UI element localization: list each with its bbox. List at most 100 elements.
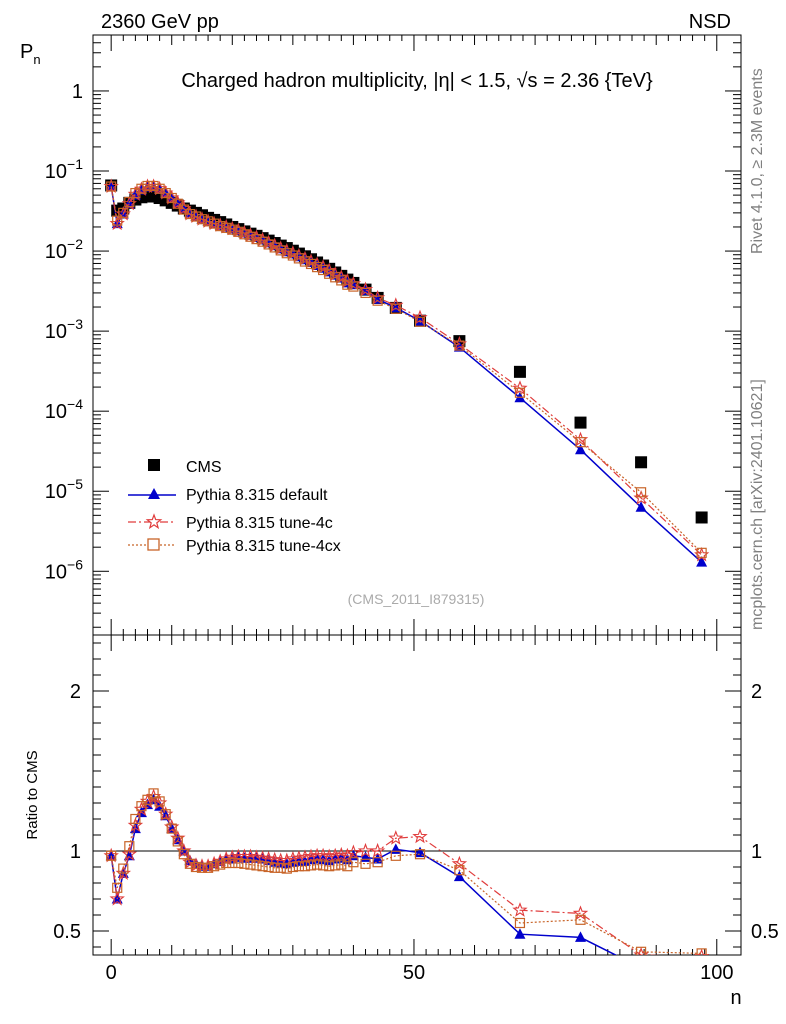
legend: CMS Pythia 8.315 default Pythia 8.315 tu…	[128, 459, 341, 555]
ratio-point-pythia-8-315-tune-4cx	[575, 914, 586, 925]
ratio-y-tick-label: 2	[70, 681, 81, 703]
main-y-tick-label: 1	[72, 81, 83, 103]
main-panel: 10−6 10−5 10−4 10−3 10−2 10−1 1 Pn Charged had…	[20, 34, 742, 636]
ratio-y-axis-label: Ratio to CMS	[24, 750, 41, 839]
ratio-point-pythia-8-315-tune-4cx	[336, 859, 347, 870]
data-point-pythia-8-315-tune-4cx	[166, 192, 177, 204]
main-ticks	[93, 34, 741, 635]
data-point-pythia-8-315-tune-4cx	[318, 264, 329, 276]
data-point-pythia-8-315-tune-4cx	[172, 198, 183, 209]
ratio-point-pythia-8-315-tune-4c	[176, 842, 192, 858]
data-point-cms	[695, 511, 708, 524]
ratio-point-pythia-8-315-tune-4cx	[136, 801, 147, 812]
ratio-point-pythia-8-315-tune-4c	[291, 850, 307, 865]
data-point-pythia-8-315-tune-4cx	[414, 316, 426, 327]
legend-entry-tune-4c: Pythia 8.315 tune-4c	[128, 513, 333, 532]
ratio-point-pythia-8-315-tune-4c	[388, 830, 404, 845]
ratio-plot-frame	[92, 634, 742, 956]
ratio-point-pythia-8-315-default	[514, 928, 526, 939]
data-point-pythia-8-315-tune-4cx	[696, 547, 707, 558]
data-point-pythia-8-315-tune-4c	[388, 297, 404, 312]
legend-label-cms: CMS	[186, 459, 222, 476]
ratio-point-pythia-8-315-tune-4cx	[172, 836, 183, 847]
data-point-pythia-8-315-tune-4cx	[293, 253, 305, 264]
data-point-pythia-8-315-tune-4cx	[227, 224, 238, 235]
ratio-y-tick-label-right: 0.5	[751, 921, 779, 943]
main-y-tick-label: 10−2	[45, 236, 83, 263]
data-point-pythia-8-315-tune-4cx	[118, 207, 129, 218]
series-line-pythia-8-315-default	[110, 186, 703, 563]
data-point-pythia-8-315-tune-4cx	[360, 287, 371, 299]
chart-title: Charged hadron multiplicity, |η| < 1.5, …	[181, 70, 653, 92]
series-pythia-8-315-default	[105, 180, 708, 567]
data-point-pythia-8-315-tune-4cx	[251, 234, 262, 245]
ratio-point-pythia-8-315-tune-4cx	[112, 882, 123, 893]
data-point-pythia-8-315-tune-4cx	[635, 487, 647, 498]
ratio-series-pythia-8-315-tune-4c	[103, 788, 710, 955]
ratio-point-pythia-8-315-tune-4cx	[148, 788, 159, 799]
main-series	[103, 178, 710, 567]
ratio-point-pythia-8-315-tune-4cx	[184, 858, 195, 869]
legend-label-tune-4c: Pythia 8.315 tune-4c	[186, 515, 333, 532]
ratio-point-pythia-8-315-tune-4c	[327, 847, 343, 863]
data-point-pythia-8-315-tune-4cx	[215, 221, 226, 232]
ratio-point-pythia-8-315-tune-4cx	[196, 862, 208, 873]
data-point-pythia-8-315-tune-4cx	[257, 236, 268, 247]
data-point-pythia-8-315-tune-4cx	[311, 262, 323, 273]
mcplots-label: mcplots.cern.ch [arXiv:2401.10621]	[749, 379, 766, 630]
ratio-point-pythia-8-315-default	[414, 846, 426, 858]
ratio-ticks	[93, 635, 741, 955]
ratio-point-pythia-8-315-tune-4cx	[215, 859, 226, 870]
data-point-pythia-8-315-tune-4cx	[142, 180, 153, 192]
data-point-pythia-8-315-tune-4cx	[196, 214, 208, 225]
ratio-point-pythia-8-315-tune-4c	[339, 847, 355, 863]
ratio-point-pythia-8-315-tune-4cx	[299, 861, 311, 872]
data-point-pythia-8-315-tune-4cx	[348, 281, 359, 292]
data-point-pythia-8-315-tune-4c	[339, 273, 355, 288]
data-point-pythia-8-315-tune-4cx	[190, 211, 202, 222]
legend-marker-cms	[148, 459, 160, 471]
data-point-pythia-8-315-tune-4cx	[148, 180, 159, 192]
ratio-point-pythia-8-315-tune-4cx	[190, 861, 202, 873]
ratio-point-pythia-8-315-tune-4c	[109, 890, 125, 906]
ratio-point-pythia-8-315-tune-4cx	[245, 859, 256, 870]
data-point-pythia-8-315-tune-4cx	[136, 183, 147, 194]
legend-label-default: Pythia 8.315 default	[186, 487, 328, 504]
data-point-pythia-8-315-tune-4cx	[454, 340, 465, 351]
ratio-point-pythia-8-315-tune-4cx	[287, 861, 298, 873]
data-point-pythia-8-315-tune-4cx	[305, 258, 317, 270]
ratio-point-pythia-8-315-tune-4c	[212, 853, 228, 868]
ratio-y-tick-label: 0.5	[53, 921, 81, 943]
ratio-y-tick-label-right: 1	[751, 841, 762, 863]
series-line-pythia-8-315-tune-4cx	[110, 185, 703, 554]
data-point-pythia-8-315-tune-4cx	[372, 295, 383, 306]
ratio-point-pythia-8-315-tune-4cx	[360, 858, 371, 869]
ratio-point-pythia-8-315-tune-4cx	[257, 861, 268, 872]
legend-entry-cms: CMS	[148, 459, 222, 476]
data-point-pythia-8-315-tune-4cx	[202, 216, 214, 227]
ratio-point-pythia-8-315-tune-4cx	[233, 857, 244, 869]
data-point-pythia-8-315-tune-4cx	[275, 245, 286, 256]
ratio-point-pythia-8-315-tune-4cx	[696, 948, 707, 955]
legend-entry-tune-4cx: Pythia 8.315 tune-4cx	[128, 538, 341, 555]
data-point-pythia-8-315-tune-4cx	[330, 272, 341, 283]
main-y-tick-label: 10−6	[45, 556, 83, 583]
data-point-pythia-8-315-tune-4c	[357, 281, 374, 297]
data-point-pythia-8-315-default	[575, 443, 587, 455]
legend-marker-default	[148, 488, 160, 499]
ratio-point-pythia-8-315-tune-4cx	[324, 861, 335, 872]
ratio-point-pythia-8-315-tune-4cx	[269, 862, 280, 873]
data-point-pythia-8-315-tune-4cx	[245, 231, 256, 242]
header-right-label: NSD	[689, 11, 731, 33]
ratio-line-pythia-8-315-tune-4c	[110, 795, 664, 955]
ratio-point-pythia-8-315-tune-4cx	[106, 850, 117, 861]
ratio-point-pythia-8-315-tune-4c	[321, 848, 337, 864]
ratio-series	[103, 788, 710, 955]
analysis-watermark: (CMS_2011_I879315)	[348, 591, 485, 607]
ratio-point-pythia-8-315-tune-4cx	[330, 860, 341, 871]
main-y-tick-label: 10−3	[45, 316, 83, 343]
ratio-point-pythia-8-315-tune-4cx	[209, 861, 220, 872]
data-point-pythia-8-315-tune-4cx	[124, 196, 135, 208]
data-point-pythia-8-315-tune-4cx	[299, 256, 311, 267]
ratio-point-pythia-8-315-tune-4cx	[372, 857, 383, 868]
